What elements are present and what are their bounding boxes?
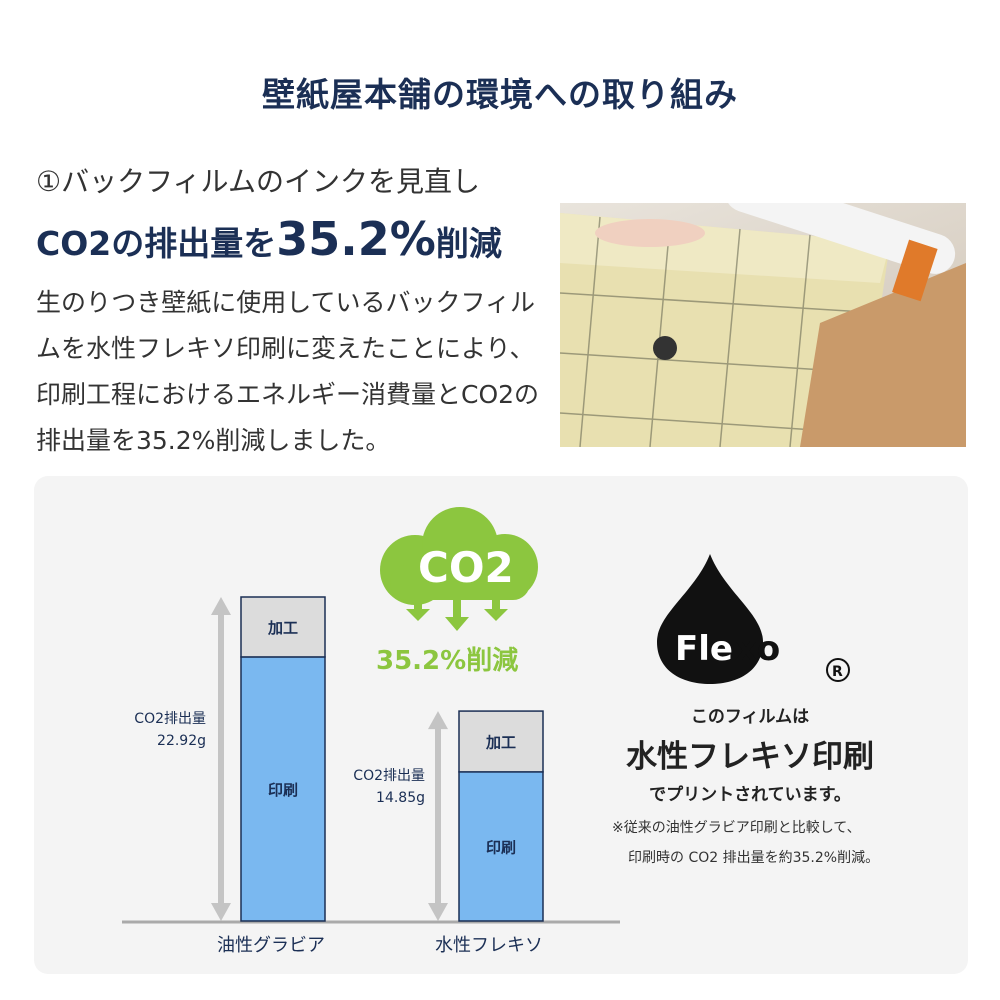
flexo-line1: このフィルムは	[690, 707, 810, 727]
page-title: 壁紙屋本舗の環境への取り組み	[262, 75, 738, 114]
flexo-line2: 水性フレキソ印刷	[626, 739, 874, 775]
flexo-line3: でプリントされています。	[649, 785, 851, 805]
point-heading: ①バックフィルムのインクを見直し	[36, 165, 480, 198]
headline-pre: CO2の排出量を	[36, 224, 277, 263]
flexo-logo-text: Fle	[675, 629, 733, 669]
total-value: 22.92g	[157, 733, 206, 749]
wallpaper-roll-illustration	[560, 203, 966, 447]
segment-label: 印刷	[486, 838, 516, 856]
arrow-head-up	[428, 711, 448, 730]
flexo-drop-logo: Fle xo R	[657, 554, 850, 684]
flexo-caption: このフィルムは 水性フレキソ印刷 でプリントされています。 ※従来の油性グラビア…	[600, 702, 900, 867]
arrow-head-up	[211, 597, 231, 615]
flexo-logo-text-outside: xo	[735, 629, 780, 669]
bar-segment-加工	[240, 596, 326, 658]
total-value: 14.85g	[376, 790, 425, 806]
wallpaper-photo	[560, 203, 966, 447]
co2-cloud-icon: CO2	[380, 507, 538, 631]
flexo-note1: ※従来の油性グラビア印刷と比較して、	[612, 820, 861, 836]
bar-segment-印刷	[458, 771, 544, 922]
flexo-note2: 印刷時の CO2 排出量を約35.2%削減。	[628, 850, 880, 866]
total-label: CO2排出量	[353, 768, 425, 784]
headline: CO2の排出量を35.2%削減	[36, 212, 502, 266]
bar-segment-印刷	[240, 656, 326, 922]
arrow-head-down	[211, 903, 231, 921]
headline-post: 削減	[435, 224, 502, 263]
reduction-label: 35.2%削減	[376, 646, 519, 676]
category-label: 水性フレキソ	[435, 935, 543, 956]
co2-stacked-bar-chart: 印刷 加工 CO2排出量 22.92g 油性グラビア 印刷 加工 CO2排出量 14.85g 水性…	[122, 596, 620, 956]
co2-text: CO2	[418, 543, 514, 592]
segment-label: 加工	[267, 619, 298, 637]
segment-label: 印刷	[268, 781, 298, 799]
bar-segment-加工	[458, 710, 544, 773]
registered-mark: R	[832, 664, 843, 680]
headline-value: 35.2%	[276, 212, 436, 266]
description: 生のりつき壁紙に使用しているバックフィルムを水性フレキソ印刷に変えたことにより、…	[36, 288, 540, 455]
arrow-head-down	[428, 903, 448, 921]
category-label: 油性グラビア	[217, 935, 325, 956]
total-label: CO2排出量	[134, 711, 206, 727]
segment-label: 加工	[485, 733, 516, 751]
